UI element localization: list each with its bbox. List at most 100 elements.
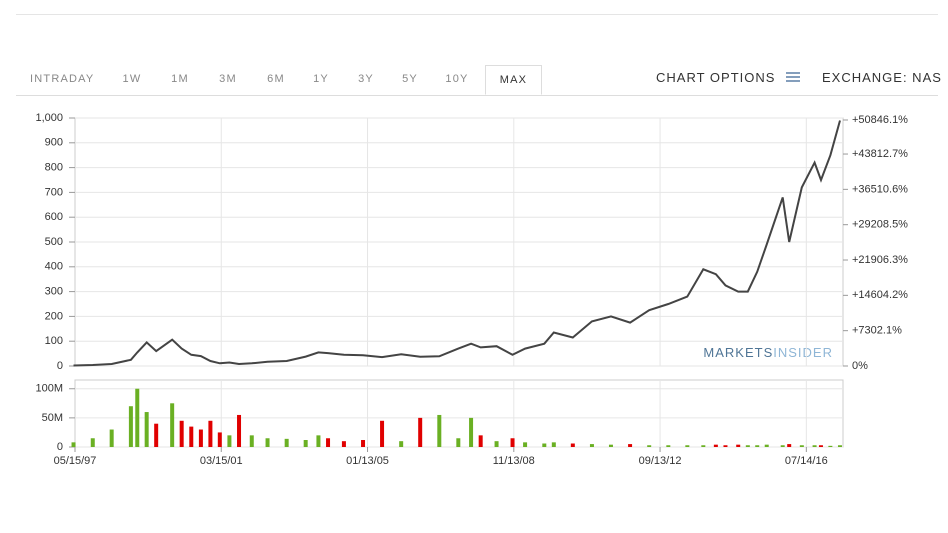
- volume-bar: [71, 442, 76, 447]
- y2-tick-label: +21906.3%: [852, 254, 908, 266]
- watermark-first: MARKETS: [703, 345, 773, 360]
- y-tick-label: 900: [45, 137, 63, 149]
- volume-bar: [456, 438, 461, 447]
- volume-bar: [510, 438, 515, 447]
- volume-bar: [799, 445, 804, 447]
- volume-bar: [818, 445, 823, 447]
- volume-bar: [764, 444, 769, 447]
- y2-tick-label: +14604.2%: [852, 289, 908, 301]
- y-tick-label: 50M: [42, 412, 63, 424]
- tab-rule: [16, 95, 938, 96]
- range-tab[interactable]: 10Y: [445, 73, 469, 85]
- x-tick-label: 05/15/97: [54, 455, 97, 467]
- volume-bar: [418, 417, 423, 447]
- y-tick-label: 100M: [35, 383, 63, 395]
- volume-bar: [341, 441, 346, 447]
- y-tick-label: 1,000: [35, 112, 63, 124]
- range-tab[interactable]: 3Y: [358, 73, 374, 85]
- range-tab[interactable]: MAX: [485, 65, 542, 95]
- volume-bar: [227, 435, 232, 447]
- range-tab[interactable]: 1Y: [313, 73, 329, 85]
- volume-bar: [135, 388, 140, 447]
- y-tick-label: 0: [57, 360, 63, 372]
- volume-bar: [542, 443, 547, 447]
- y2-tick-label: +50846.1%: [852, 114, 908, 126]
- top-rule: [16, 14, 938, 15]
- volume-bar: [701, 445, 706, 447]
- volume-bar: [380, 420, 385, 447]
- volume-bar: [837, 445, 842, 447]
- price-line: [73, 120, 841, 367]
- range-tab[interactable]: INTRADAY: [30, 73, 95, 85]
- y-tick-label: 600: [45, 211, 63, 223]
- watermark: MARKETSINSIDER: [703, 345, 833, 360]
- volume-bar: [217, 432, 222, 447]
- y2-tick-label: +43812.7%: [852, 148, 908, 160]
- volume-bar: [90, 438, 95, 447]
- volume-bar: [551, 442, 556, 447]
- volume-bar: [284, 438, 289, 447]
- volume-bar: [237, 414, 242, 447]
- x-tick-label: 09/13/12: [639, 455, 682, 467]
- volume-bar: [713, 444, 718, 447]
- volume-bar: [326, 438, 331, 447]
- volume-bar: [494, 441, 499, 447]
- volume-bar: [469, 417, 474, 447]
- volume-bar: [399, 441, 404, 447]
- menu-icon[interactable]: [786, 72, 801, 82]
- x-tick-label: 07/14/16: [785, 455, 828, 467]
- x-tick-label: 11/13/08: [493, 455, 535, 467]
- volume-bar: [723, 445, 728, 447]
- volume-bar: [198, 429, 203, 447]
- volume-bar: [755, 445, 760, 447]
- volume-bar: [189, 426, 194, 447]
- volume-bar: [128, 406, 133, 447]
- y-tick-label: 400: [45, 261, 63, 273]
- volume-bar: [736, 444, 741, 447]
- volume-bar: [787, 444, 792, 447]
- range-tab[interactable]: 1M: [171, 73, 189, 85]
- volume-bar: [478, 435, 483, 447]
- volume-bar: [208, 420, 213, 447]
- volume-bar: [316, 435, 321, 447]
- chart-options[interactable]: CHART OPTIONS: [656, 70, 801, 85]
- y-tick-label: 200: [45, 310, 63, 322]
- volume-bar: [647, 445, 652, 447]
- volume-bar: [109, 429, 114, 447]
- volume-bar: [589, 444, 594, 447]
- volume-bar: [745, 445, 750, 447]
- volume-bar: [437, 414, 442, 447]
- range-tab[interactable]: 6M: [267, 73, 285, 85]
- y-tick-label: 800: [45, 162, 63, 174]
- y-tick-label: 100: [45, 335, 63, 347]
- volume-bar: [154, 423, 159, 447]
- volume-bar: [812, 445, 817, 447]
- volume-bar: [265, 438, 270, 447]
- volume-bar: [666, 445, 671, 447]
- volume-bar: [361, 440, 366, 447]
- volume-bar: [523, 442, 528, 447]
- y-tick-label: 500: [45, 236, 63, 248]
- volume-bar: [608, 444, 613, 447]
- volume-bar: [144, 412, 149, 447]
- volume-bar: [170, 403, 175, 447]
- y-tick-label: 0: [57, 441, 63, 453]
- volume-bar: [685, 445, 690, 447]
- volume-bar: [828, 445, 833, 447]
- range-tab[interactable]: 5Y: [402, 73, 418, 85]
- exchange[interactable]: EXCHANGE: NAS: [822, 70, 942, 85]
- x-tick-label: 03/15/01: [200, 455, 243, 467]
- chart-options-label[interactable]: CHART OPTIONS: [656, 70, 776, 85]
- range-tab[interactable]: 3M: [219, 73, 237, 85]
- y-tick-label: 300: [45, 286, 63, 298]
- volume-bar: [628, 444, 633, 447]
- y2-tick-label: +29208.5%: [852, 219, 908, 231]
- y2-tick-label: +7302.1%: [852, 325, 902, 337]
- volume-bar: [570, 443, 575, 447]
- x-tick-label: 01/13/05: [346, 455, 389, 467]
- range-tab[interactable]: 1W: [122, 73, 142, 85]
- watermark-second: INSIDER: [773, 345, 833, 360]
- volume-bar: [179, 420, 184, 447]
